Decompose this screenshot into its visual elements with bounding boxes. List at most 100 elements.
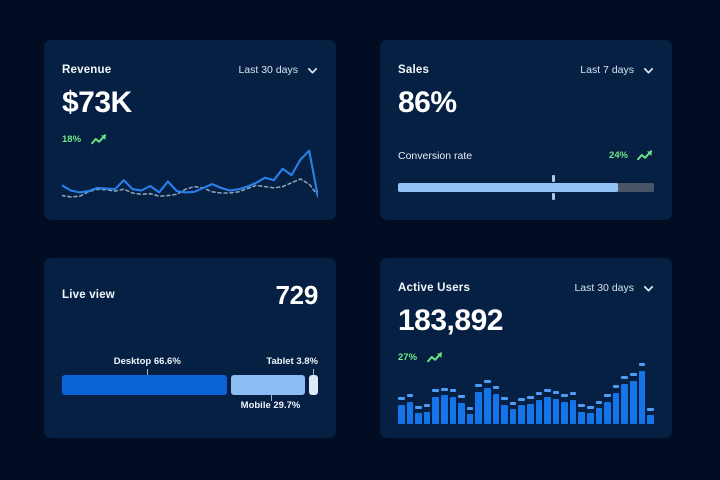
bar-body [621, 384, 629, 424]
bar-body [526, 404, 534, 424]
bar-body [449, 396, 457, 424]
bar-column [432, 362, 439, 424]
bar-body [535, 400, 543, 424]
bar-column [466, 362, 474, 424]
bar-column [630, 362, 637, 424]
bar-column [544, 362, 551, 424]
bar-cap [432, 388, 439, 392]
progress-marker-bottom [551, 193, 555, 200]
bar-column [483, 362, 491, 424]
bar-cap [552, 391, 560, 395]
dashboard-grid: Revenue Last 30 days $73K 18% [44, 40, 672, 438]
bar-cap [621, 376, 629, 380]
live-view-card: Live view 729 Desktop 66.6% Mobile 29.7% T… [44, 258, 336, 438]
bar-body [561, 401, 568, 424]
sales-card-header: Sales Last 7 days [398, 40, 654, 76]
progress-fill [398, 183, 619, 192]
bar-column [509, 362, 517, 424]
bar-body [595, 407, 603, 424]
bar-body [492, 394, 500, 424]
trend-up-arrow-icon [91, 134, 107, 145]
active-users-value: 183,892 [398, 304, 503, 337]
bar-cap [526, 396, 534, 400]
bar-cap [509, 401, 517, 405]
bar-cap [518, 398, 525, 402]
bar-column [526, 362, 534, 424]
bar-cap [595, 400, 603, 404]
bar-column [458, 362, 465, 424]
sales-range-label: Last 7 days [580, 64, 634, 76]
trend-up-arrow-icon [427, 352, 443, 363]
bar-cap [415, 405, 422, 409]
conversion-progress-bar[interactable] [398, 175, 654, 200]
live-view-header: Live view 729 [62, 258, 318, 308]
bar-body [458, 402, 465, 424]
bar-column [587, 362, 594, 424]
bar-column [578, 362, 586, 424]
bar-cap [458, 394, 465, 398]
bar-body [647, 415, 654, 424]
bar-column [449, 362, 457, 424]
bar-body [630, 380, 637, 424]
bar-column [569, 362, 577, 424]
bar-cap [535, 392, 543, 396]
bar-body [415, 412, 422, 424]
bar-cap [561, 393, 568, 397]
bar-cap [466, 406, 474, 410]
conversion-rate-header: Conversion rate 24% [398, 149, 654, 162]
chevron-down-icon [643, 67, 654, 74]
revenue-trend: 18% [62, 133, 318, 146]
sales-value: 86% [398, 86, 457, 119]
bar-body [440, 395, 448, 424]
revenue-range-selector[interactable]: Last 30 days [238, 64, 318, 76]
bar-column [621, 362, 629, 424]
bar-cap [612, 385, 620, 389]
bar-body [587, 412, 594, 424]
bar-column [398, 362, 405, 424]
device-segment[interactable] [62, 375, 227, 395]
bar-column [647, 362, 654, 424]
active-users-range-selector[interactable]: Last 30 days [574, 282, 654, 294]
bar-cap [647, 407, 654, 411]
bar-cap [569, 392, 577, 396]
bar-body [475, 391, 482, 424]
sales-range-selector[interactable]: Last 7 days [580, 64, 654, 76]
sales-title: Sales [398, 64, 430, 76]
live-view-title: Live view [62, 289, 115, 301]
bar-cap [630, 372, 637, 376]
active-users-title: Active Users [398, 282, 471, 294]
bar-body [638, 370, 646, 424]
active-users-card: Active Users Last 30 days 183,892 27% [380, 258, 672, 438]
bar-body [509, 409, 517, 424]
device-segment-label: Tablet 3.8% [266, 356, 318, 367]
bar-column [492, 362, 500, 424]
device-segment[interactable] [231, 375, 305, 395]
bar-column [440, 362, 448, 424]
bar-column [612, 362, 620, 424]
bar-body [483, 388, 491, 424]
active-users-bar-chart [398, 362, 654, 424]
bar-cap [423, 404, 431, 408]
active-users-trend-percent: 27% [398, 352, 418, 363]
revenue-card-header: Revenue Last 30 days [62, 40, 318, 76]
bar-cap [406, 393, 414, 397]
bar-cap [475, 383, 482, 387]
bar-body [612, 393, 620, 424]
bar-column [638, 362, 646, 424]
conversion-rate-label: Conversion rate [398, 149, 473, 162]
device-segment-tick [313, 369, 315, 375]
bar-cap [398, 397, 405, 401]
revenue-range-label: Last 30 days [238, 64, 298, 76]
device-segment[interactable] [308, 375, 318, 395]
bar-column [604, 362, 611, 424]
bar-body [552, 399, 560, 424]
sales-card: Sales Last 7 days 86% Conversion rate 24… [380, 40, 672, 220]
device-split-block: Desktop 66.6% Mobile 29.7% Tablet 3.8% [62, 356, 318, 414]
trend-up-arrow-icon [637, 150, 653, 161]
revenue-line-chart [62, 134, 318, 206]
live-view-value: 729 [275, 280, 319, 310]
revenue-card: Revenue Last 30 days $73K 18% [44, 40, 336, 220]
bar-column [406, 362, 414, 424]
device-segment-tick [270, 395, 272, 401]
revenue-value: $73K [62, 86, 132, 119]
